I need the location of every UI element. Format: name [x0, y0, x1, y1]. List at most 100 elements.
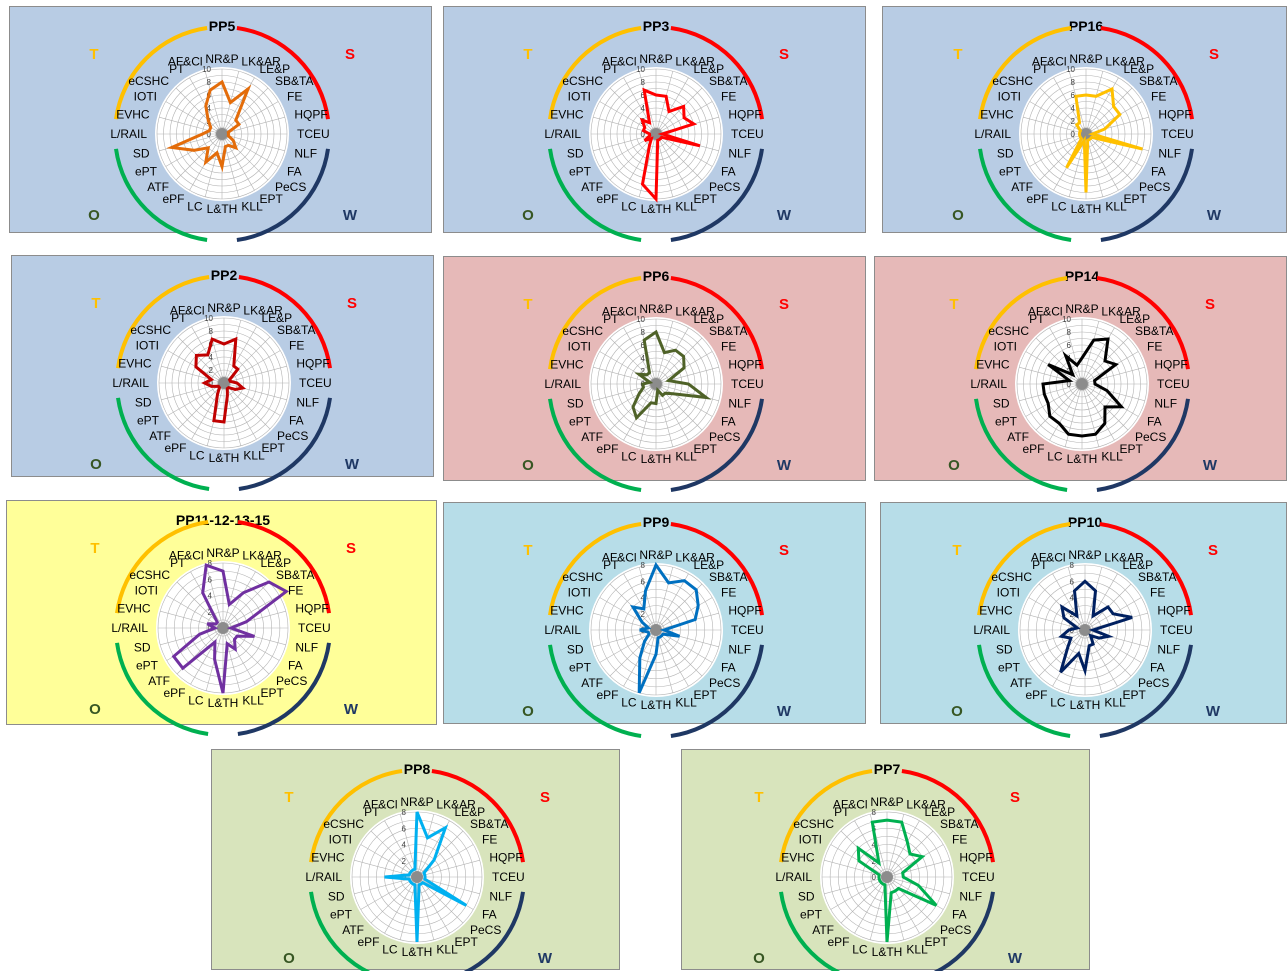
swot-arc-w: [1100, 148, 1194, 242]
category-label: LE&P: [925, 805, 956, 819]
category-label: ATF: [581, 676, 603, 690]
category-label: FE: [721, 586, 736, 600]
tick-label: 0: [209, 379, 214, 388]
grid-spoke: [1085, 133, 1133, 181]
category-label: HQPF: [294, 108, 327, 122]
category-label: IOTI: [329, 833, 352, 847]
category-label: L/RAIL: [973, 623, 1010, 637]
swot-label-t: T: [523, 542, 532, 559]
category-label: HQPF: [489, 851, 522, 865]
grid-spoke: [221, 133, 240, 197]
grid-spoke: [1052, 629, 1086, 687]
grid-spoke: [1023, 116, 1087, 135]
category-label: EPT: [260, 192, 284, 206]
grid-spoke: [190, 627, 224, 685]
grid-spoke: [1023, 133, 1087, 152]
grid-spoke: [177, 336, 225, 384]
swot-label-t: T: [523, 46, 532, 63]
category-label: LE&P: [262, 311, 293, 325]
category-label: ePF: [596, 688, 618, 702]
grid-spoke: [886, 876, 905, 940]
series-line: [1041, 337, 1125, 438]
grid-spoke: [638, 567, 657, 631]
category-label: PeCS: [709, 430, 740, 444]
category-label: KLL: [906, 942, 928, 956]
swot-arc-s: [431, 769, 525, 863]
category-label: LK&AR: [1104, 551, 1144, 565]
swot-arc-o: [309, 891, 371, 971]
grid-spoke: [1085, 71, 1104, 135]
swot-label-w: W: [1207, 207, 1222, 224]
category-label: NLF: [728, 642, 751, 656]
category-label: SD: [798, 889, 815, 903]
grid-spoke: [623, 383, 657, 441]
axis-hub: [411, 871, 423, 883]
tick-label: 2: [1071, 117, 1076, 126]
category-label: TCEU: [297, 127, 330, 141]
tick-label: 4: [641, 594, 646, 603]
grid-spoke: [1053, 77, 1087, 135]
swot-arc-t: [779, 769, 873, 863]
category-label: IOTI: [998, 90, 1021, 104]
category-label: EVHC: [117, 602, 151, 616]
category-label: EPT: [694, 442, 718, 456]
category-label: EVHC: [116, 108, 150, 122]
category-label: ePT: [330, 908, 353, 922]
category-label: L&TH: [402, 945, 433, 959]
category-label: LK&AR: [906, 798, 946, 812]
category-label: TCEU: [1157, 377, 1190, 391]
category-label: eCSHC: [992, 74, 1033, 88]
swot-arc-w: [238, 397, 332, 491]
swot-arc-w: [1099, 644, 1193, 738]
tick-label: 10: [636, 315, 645, 324]
tick-label: 6: [641, 577, 646, 586]
grid-spoke: [221, 87, 269, 135]
tick-label: 0: [641, 130, 646, 139]
category-label: NR&P: [870, 795, 903, 809]
category-label: PT: [170, 556, 186, 570]
swot-label-o: O: [89, 701, 101, 718]
category-label: EPT: [455, 935, 479, 949]
grid-spoke: [177, 382, 225, 430]
grid-spoke: [1049, 383, 1083, 441]
category-label: NLF: [1154, 396, 1177, 410]
grid-spoke: [175, 133, 223, 181]
category-label: eCSHC: [129, 568, 170, 582]
chart-title: PP3: [643, 18, 670, 34]
grid-spoke: [655, 77, 689, 135]
grid-spoke: [1085, 133, 1119, 191]
series-line: [856, 818, 938, 943]
swot-label-s: S: [1205, 296, 1215, 313]
radar-panel-pp3: PP3 T S O W 0 2 4 6 8 10 NR&P LK&AR LE&P SB&TA FE HQPF TC…: [443, 6, 866, 242]
category-label: NR&P: [205, 52, 238, 66]
grid-spoke: [1029, 133, 1087, 167]
axis-hub: [881, 871, 893, 883]
axis-hub: [216, 128, 228, 140]
grid-spoke: [1081, 383, 1115, 441]
swot-arc-s: [1099, 522, 1193, 616]
swot-arc-s: [236, 26, 330, 120]
category-label: FE: [289, 339, 304, 353]
grid-spoke: [1035, 383, 1083, 431]
chart-title: PP9: [643, 514, 670, 530]
category-label: NR&P: [1068, 548, 1101, 562]
category-label: FA: [289, 414, 304, 428]
category-label: KLL: [436, 942, 458, 956]
swot-arc-t: [548, 276, 642, 370]
category-label: PT: [1033, 62, 1049, 76]
radar-panel-pp11-12-13-15: PP11-12-13-15 T S O W 0 2 4 6 8 NR&P LK&AR LE&P SB&TA…: [6, 500, 437, 736]
category-label: NLF: [1157, 642, 1180, 656]
chart-title: PP14: [1065, 268, 1099, 284]
swot-arc-o: [114, 148, 208, 242]
category-label: PeCS: [709, 180, 740, 194]
category-label: LE&P: [1120, 312, 1151, 326]
tick-label: 4: [1071, 104, 1076, 113]
grid-spoke: [1022, 629, 1086, 648]
category-label: NR&P: [206, 546, 239, 560]
tick-label: 6: [402, 824, 407, 833]
swot-arc-t: [977, 522, 1071, 616]
